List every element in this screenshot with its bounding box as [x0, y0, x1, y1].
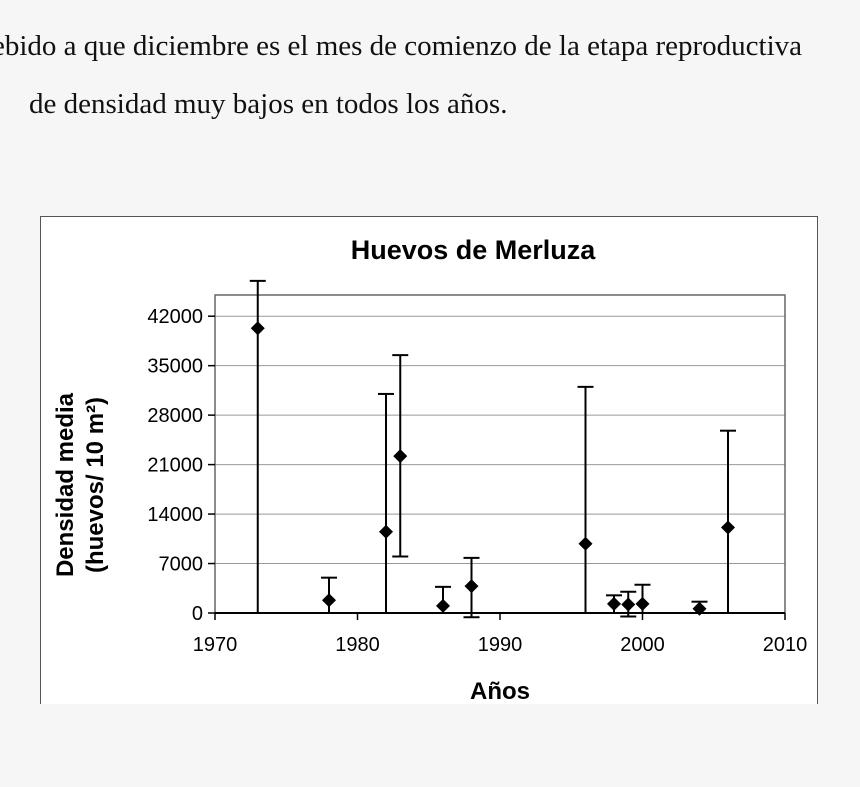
x-tick-label-4: 2010 [763, 634, 808, 656]
data-point-10 [692, 601, 707, 616]
data-points [250, 321, 735, 616]
x-axis-ticks: 1970 1980 1990 2000 2010 [193, 612, 808, 656]
data-point-2 [379, 524, 393, 539]
gridlines [215, 315, 785, 565]
data-point-7 [607, 596, 621, 611]
error-bar-6 [577, 385, 594, 614]
x-tick-label-1: 1980 [335, 634, 380, 656]
y-tick-label-5: 35000 [147, 356, 203, 378]
y-tick-label-3: 21000 [147, 455, 203, 477]
data-point-8 [621, 597, 636, 612]
data-point-5 [464, 579, 479, 594]
paragraph-line-1-text: ebido a que diciembre es el mes de comie… [0, 30, 803, 62]
y-axis-label-line-1: Densidad media [52, 392, 79, 577]
paragraph-line-1: ebido a que diciembre es el mes de comie… [0, 30, 860, 78]
y-tick-label-1: 7000 [159, 554, 204, 576]
x-tick-label-3: 2000 [620, 634, 665, 656]
data-point-9 [635, 596, 650, 611]
x-tick-label-2: 1990 [478, 634, 523, 656]
data-point-1 [322, 593, 336, 608]
plot-area-border [214, 294, 786, 614]
chart-title: Huevos de Merluza [351, 235, 597, 265]
y-tick-label-2: 14000 [147, 504, 203, 526]
y-axis-ticks: 0 7000 14000 21000 28000 35000 42000 [147, 306, 215, 625]
y-axis-label-group: Densidad media (huevos/ 10 m²) [52, 392, 109, 577]
error-bar-2 [378, 392, 394, 614]
data-point-3 [393, 449, 408, 464]
y-tick-label-4: 28000 [147, 405, 203, 427]
y-tick-label-0: 0 [192, 603, 203, 625]
data-point-6 [578, 536, 593, 551]
chart-svg: Huevos de Merluza 0 7000 14000 21000 28000 35… [52, 235, 808, 704]
y-tick-label-6: 42000 [147, 306, 203, 328]
paragraph-line-2: de densidad muy bajos en todos los años. [29, 88, 508, 120]
error-bar-0 [249, 279, 266, 614]
data-point-4 [436, 598, 450, 613]
data-point-11 [721, 520, 735, 535]
chart-frame: Huevos de Merluza 0 7000 14000 21000 28000 35… [40, 216, 818, 704]
data-point-0 [250, 321, 265, 336]
x-tick-label-0: 1970 [193, 634, 238, 656]
y-axis-label-line-2: (huevos/ 10 m²) [82, 397, 109, 573]
error-bars [249, 279, 736, 619]
x-axis-label: Años [470, 678, 530, 704]
